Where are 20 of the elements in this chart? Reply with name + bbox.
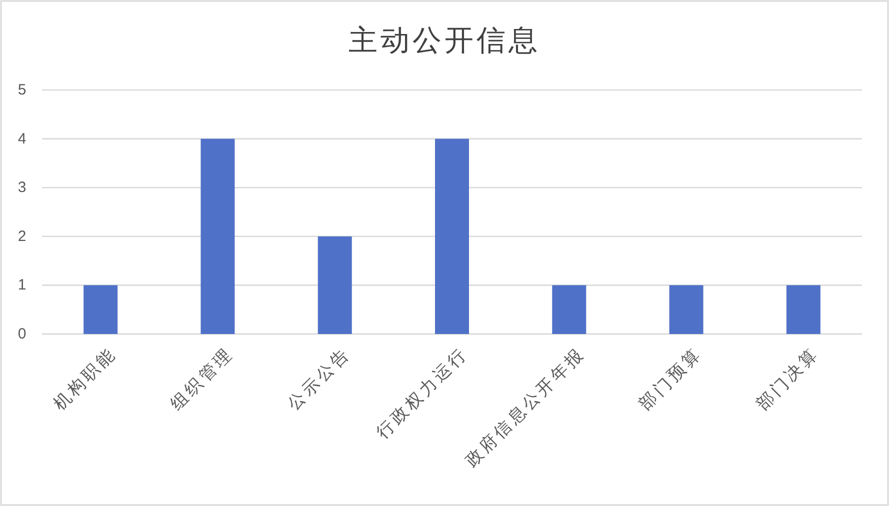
bar — [84, 285, 118, 334]
y-tick-label: 3 — [18, 179, 26, 196]
bar — [435, 138, 469, 334]
chart-title: 主动公开信息 — [348, 25, 540, 57]
bar — [552, 285, 586, 334]
y-tick-label: 5 — [18, 82, 26, 98]
bar — [786, 285, 820, 334]
x-tick-label: 部门决算 — [752, 344, 823, 414]
x-tick-label: 组织管理 — [166, 344, 237, 414]
bar — [318, 236, 352, 334]
y-tick-label: 1 — [18, 276, 26, 294]
x-tick-label: 部门预算 — [636, 344, 706, 414]
x-tick-label: 机构职能 — [50, 344, 120, 414]
y-tick-label: 4 — [18, 130, 26, 148]
bar — [669, 285, 704, 334]
x-tick-label: 行政权力运行 — [372, 344, 472, 442]
y-tick-label: 2 — [18, 228, 26, 245]
bar — [200, 138, 235, 334]
x-tick-label: 公示公告 — [284, 344, 354, 414]
y-tick-label: 0 — [18, 326, 26, 342]
